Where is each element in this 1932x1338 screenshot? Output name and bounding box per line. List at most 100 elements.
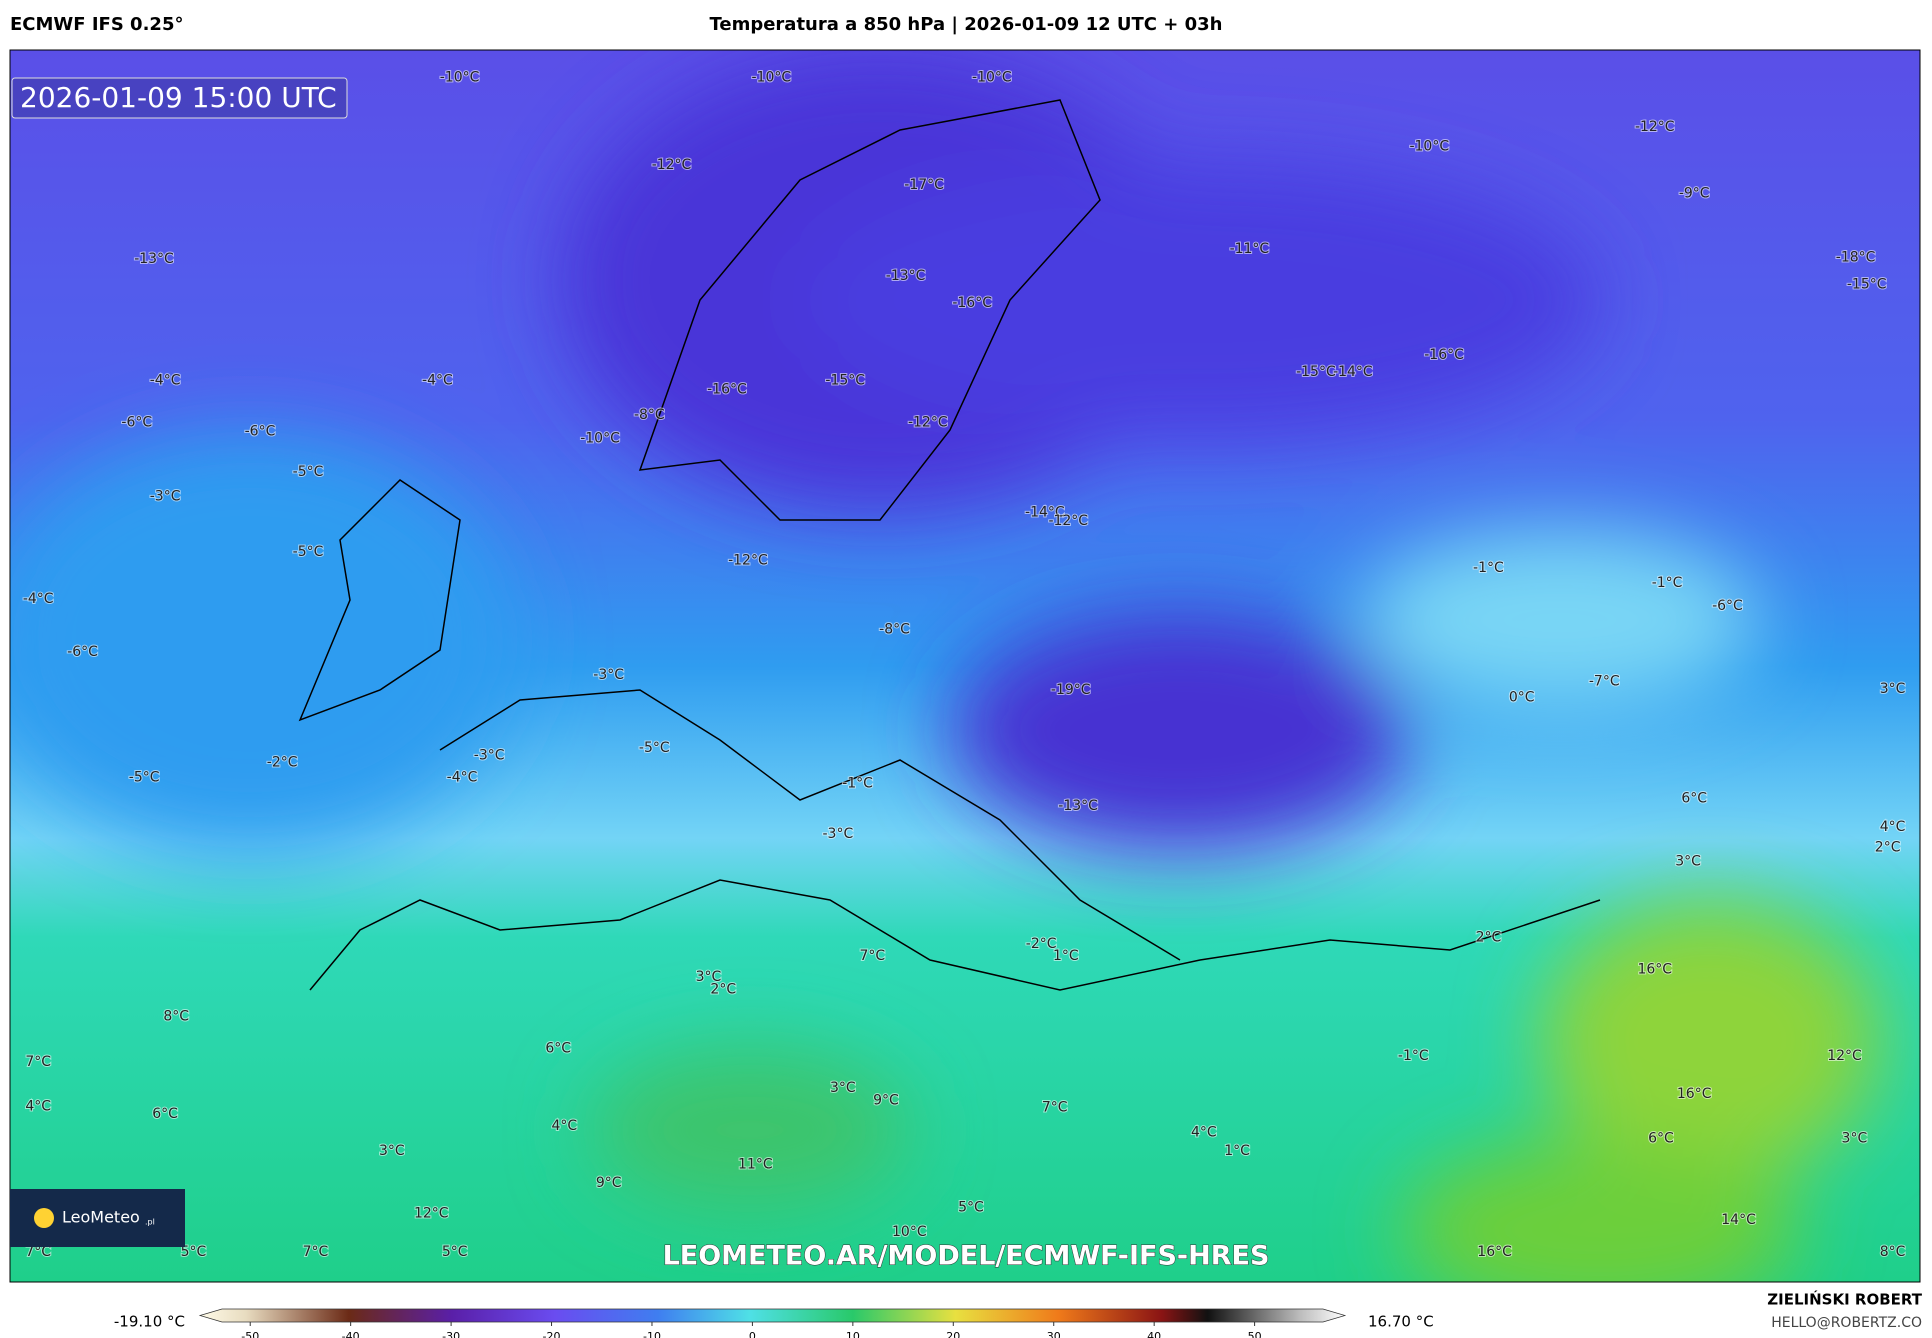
colorbar-tick-label: 10: [846, 1330, 860, 1338]
temperature-label: 7°C: [860, 948, 886, 964]
temperature-label: -10°C: [972, 70, 1012, 86]
temperature-label: -12°C: [728, 553, 768, 569]
temperature-label: 3°C: [1880, 681, 1906, 697]
logo-sun: [34, 1208, 54, 1228]
timestamp: 2026-01-09 15:00 UTC: [20, 81, 337, 114]
temperature-label: -1°C: [1652, 575, 1683, 591]
temperature-label: 14°C: [1721, 1212, 1756, 1228]
temperature-label: 9°C: [596, 1175, 622, 1191]
credit-name: ZIELIŃSKI ROBERT: [1767, 1290, 1922, 1309]
temperature-label: 4°C: [25, 1098, 51, 1114]
temperature-label: 2°C: [710, 981, 736, 997]
temperature-label: 6°C: [1681, 790, 1707, 806]
header-title: Temperatura a 850 hPa | 2026-01-09 12 UT…: [709, 14, 1222, 35]
temperature-label: -9°C: [1679, 185, 1710, 201]
temperature-label: -19°C: [1051, 682, 1091, 698]
temperature-label: -12°C: [1048, 513, 1088, 529]
colorbar-tick-label: 30: [1047, 1330, 1061, 1338]
temperature-label: -10°C: [751, 70, 791, 86]
temperature-label: 2°C: [1875, 840, 1901, 856]
temperature-label: -6°C: [1712, 598, 1743, 614]
temperature-label: 6°C: [545, 1041, 571, 1057]
temperature-label: 16°C: [1477, 1244, 1512, 1260]
temperature-label: 4°C: [551, 1118, 577, 1134]
temperature-label: 3°C: [696, 969, 722, 985]
colorbar: -50 -40 -30 -20 -10 0 10 20 30 40 50: [198, 1308, 1347, 1338]
temperature-label: 11°C: [738, 1156, 773, 1172]
temperature-label: -3°C: [474, 747, 505, 763]
temperature-label: -3°C: [593, 667, 624, 683]
temperature-label: 7°C: [25, 1054, 51, 1070]
colorbar-tick-label: 20: [946, 1330, 960, 1338]
colorbar-tick-label: -40: [342, 1330, 360, 1338]
colorbar-bar: [198, 1308, 1347, 1323]
temperature-label: 3°C: [1842, 1131, 1868, 1147]
temperature-label: 7°C: [303, 1244, 329, 1260]
temperature-label: 8°C: [163, 1009, 189, 1025]
temperature-label: -5°C: [129, 769, 160, 785]
temperature-label: -1°C: [842, 776, 873, 792]
temperature-label: -13°C: [1058, 798, 1098, 814]
temperature-label: -15°C: [1296, 364, 1336, 380]
temperature-label: 4°C: [1191, 1124, 1217, 1140]
temperature-label: 9°C: [873, 1092, 899, 1108]
temperature-label: -10°C: [580, 431, 620, 447]
temperature-label: 3°C: [379, 1143, 405, 1159]
temperature-label: 1°C: [1053, 948, 1079, 964]
temperature-label: 7°C: [1042, 1100, 1068, 1116]
temperature-label: 10°C: [892, 1224, 927, 1240]
temperature-label: -14°C: [1333, 364, 1373, 380]
colorbar-tick-label: 0: [749, 1330, 756, 1338]
temperature-label: -12°C: [908, 415, 948, 431]
temperature-label: -12°C: [1635, 119, 1675, 135]
temperature-label: 16°C: [1677, 1086, 1712, 1102]
temperature-label: -8°C: [634, 407, 665, 423]
timestamp-box: [11, 77, 348, 119]
colorbar-tick-label: -20: [543, 1330, 561, 1338]
temperature-label: -5°C: [293, 464, 324, 480]
credit-email: HELLO@ROBERTZ.CO: [1771, 1315, 1922, 1331]
temperature-label: -18°C: [1836, 250, 1876, 266]
header-left: ECMWF IFS 0.25°: [10, 14, 183, 35]
temperature-label: 16°C: [1637, 962, 1672, 978]
temperature-label: -15°C: [825, 373, 865, 389]
temperature-label: -16°C: [952, 295, 992, 311]
temperature-label: -6°C: [67, 644, 98, 660]
colorbar-min: -19.10 °C: [114, 1313, 185, 1331]
temperature-label: -6°C: [121, 415, 152, 431]
temperature-label: -17°C: [904, 177, 944, 193]
temperature-label: -10°C: [440, 70, 480, 86]
temperature-label: 3°C: [830, 1080, 856, 1096]
temperature-label: -7°C: [1589, 673, 1620, 689]
temperature-label: -5°C: [293, 544, 324, 560]
temperature-label: 6°C: [1648, 1131, 1674, 1147]
temperature-label: 0°C: [1509, 689, 1535, 705]
temperature-label: -10°C: [1409, 139, 1449, 155]
logo-suffix: .pl: [145, 1218, 155, 1227]
temperature-label: 7°C: [25, 1244, 51, 1260]
colorbar-tick-label: 40: [1147, 1330, 1161, 1338]
temperature-label: -13°C: [134, 251, 174, 267]
temperature-label: 6°C: [152, 1106, 178, 1122]
temperature-label: 12°C: [414, 1206, 449, 1222]
temperature-label: -11°C: [1230, 241, 1270, 257]
temperature-label: 5°C: [442, 1244, 468, 1260]
temperature-label: -4°C: [422, 373, 453, 389]
temperature-label: 12°C: [1827, 1048, 1862, 1064]
colorbar-tick-label: -50: [241, 1330, 259, 1338]
temperature-label: 5°C: [181, 1244, 207, 1260]
temperature-label: -2°C: [267, 755, 298, 771]
temperature-label: 4°C: [1880, 819, 1906, 835]
colorbar-tick-label: -30: [442, 1330, 460, 1338]
temperature-label: -3°C: [822, 826, 853, 842]
temperature-label: -4°C: [447, 769, 478, 785]
temperature-label: -12°C: [652, 157, 692, 173]
temperature-label: -1°C: [1473, 560, 1504, 576]
temperature-label: -3°C: [150, 489, 181, 505]
temperature-label: -4°C: [150, 373, 181, 389]
temperature-label: -2°C: [1026, 936, 1057, 952]
colorbar-tick-label: 50: [1248, 1330, 1262, 1338]
temperature-label: -4°C: [23, 591, 54, 607]
map-frame: [9, 49, 1921, 1283]
